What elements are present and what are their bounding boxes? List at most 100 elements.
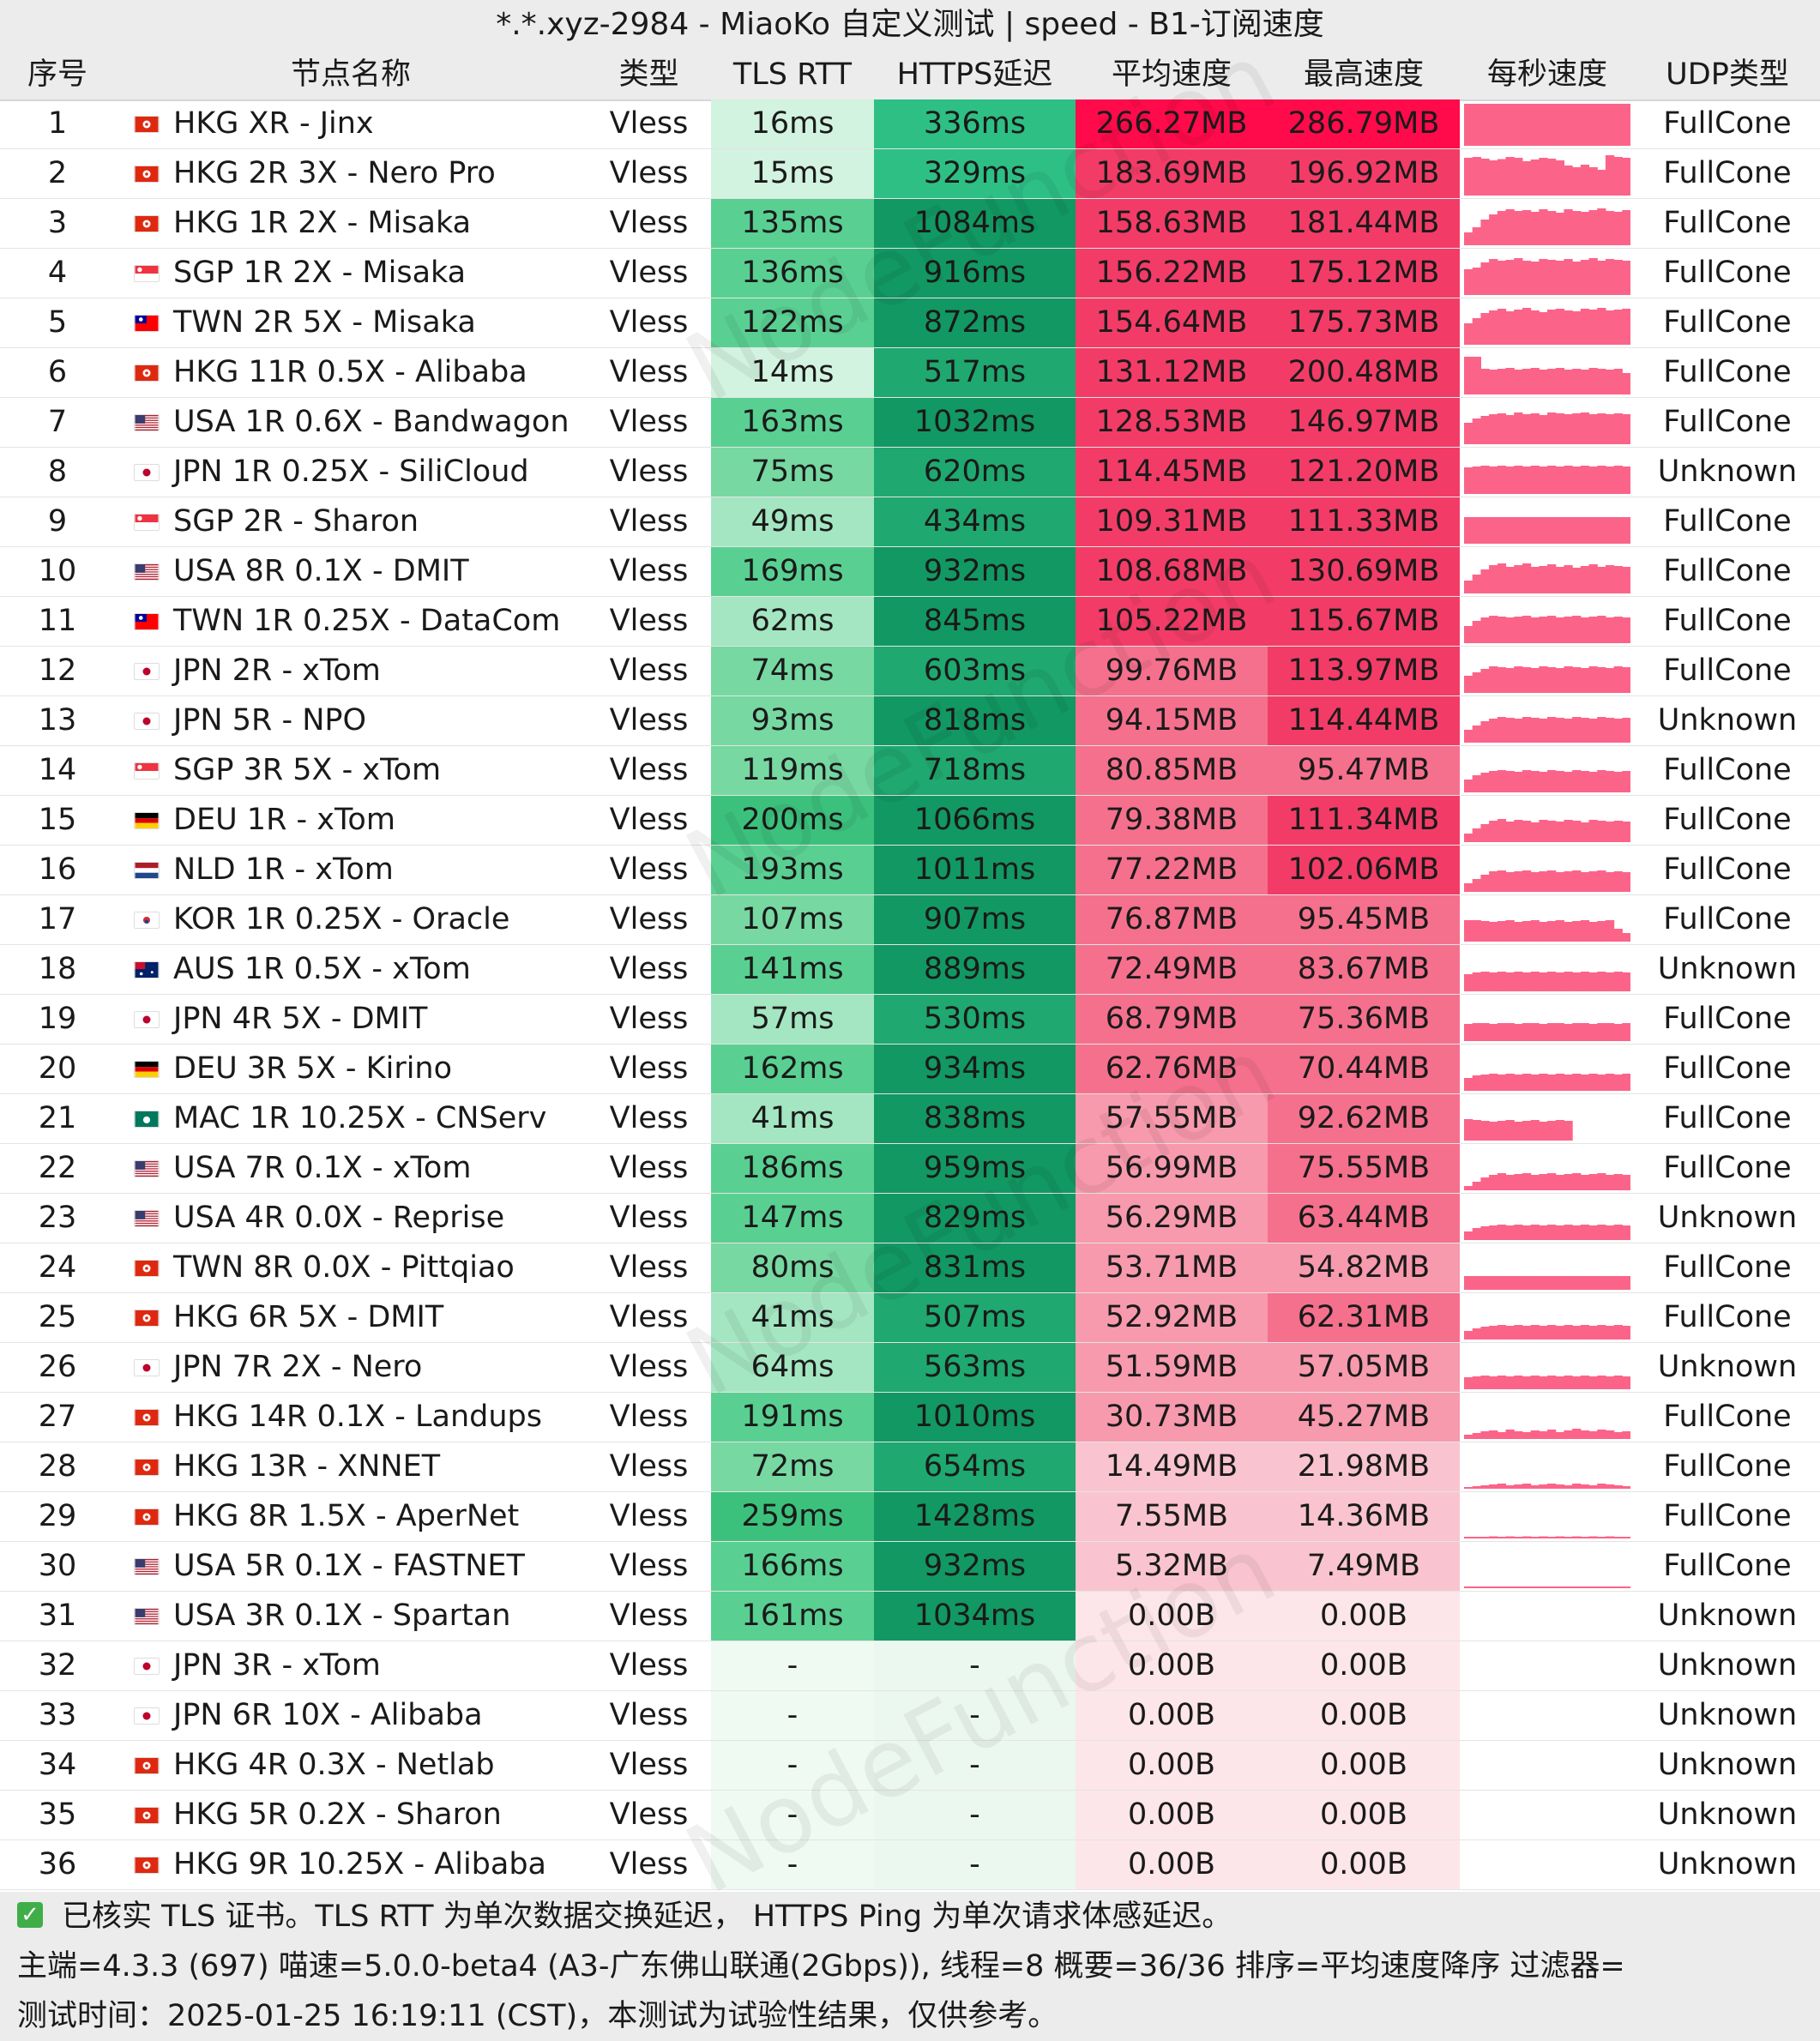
https-latency-cell: 932ms <box>874 1542 1076 1591</box>
speed-sparkline <box>1464 517 1630 544</box>
max-speed-cell: 75.36MB <box>1268 995 1460 1044</box>
sparkline-bar <box>1622 309 1630 345</box>
sparkline-bar <box>1622 822 1630 842</box>
speed-sparkline <box>1464 357 1630 394</box>
https-latency-cell: - <box>874 1741 1076 1790</box>
table-row: 10 USA 8R 0.1X - DMIT Vless 169ms 932ms 108.6… <box>0 547 1820 597</box>
footer-tls-text: 已核实 TLS 证书。TLS RTT 为单次数据交换延迟， HTTPS Ping… <box>62 1900 1232 1934</box>
sparkline-bar <box>1497 1484 1507 1489</box>
sparkline-bar <box>1605 1376 1615 1389</box>
table-row: 2 HKG 2R 3X - Nero Pro Vless 15ms 329ms 183.6… <box>0 149 1820 199</box>
sparkline-bar <box>1505 1485 1515 1489</box>
max-speed-cell: 114.44MB <box>1268 696 1460 745</box>
type-cell: Vless <box>609 1648 689 1683</box>
sparkline-bar <box>1613 212 1623 245</box>
https-latency-cell: 818ms <box>874 696 1076 745</box>
sparkline-bar <box>1564 1325 1573 1340</box>
sparkline-bar <box>1497 517 1507 544</box>
node-name-cell: HKG 5R 0.2X - Sharon <box>0 1791 587 1839</box>
per-second-speed-cell <box>1460 995 1635 1044</box>
table-row: 26 JPN 7R 2X - Nero Vless 64ms 563ms 51.59MB 5… <box>0 1343 1820 1393</box>
sparkline-bar <box>1613 1174 1623 1190</box>
sparkline-bar <box>1480 972 1490 991</box>
speed-sparkline <box>1464 1325 1630 1340</box>
tls-rtt-cell: 93ms <box>711 696 874 745</box>
sparkline-bar <box>1605 872 1615 892</box>
node-name-text: JPN 5R - NPO <box>173 703 367 738</box>
sparkline-bar <box>1472 357 1481 394</box>
node-name-text: HKG 13R - XNNET <box>173 1449 441 1484</box>
flag-hk-icon <box>134 1459 160 1476</box>
row-index-cell: 17 <box>38 902 77 936</box>
table-row: 23 USA 4R 0.0X - Reprise Vless 147ms 829ms 56… <box>0 1194 1820 1243</box>
sparkline-bar <box>1597 717 1606 743</box>
https-latency-cell: 563ms <box>874 1343 1076 1392</box>
sparkline-bar <box>1605 1430 1615 1439</box>
udp-type-cell: FullCone <box>1663 355 1792 389</box>
sparkline-bar <box>1489 1225 1498 1240</box>
sparkline-bar <box>1564 617 1573 643</box>
node-name-cell: HKG 1R 2X - Misaka <box>0 199 587 248</box>
sparkline-bar <box>1505 1326 1515 1340</box>
sparkline-bar <box>1613 666 1623 693</box>
flag-jp-icon <box>134 1011 160 1028</box>
sparkline-bar <box>1580 668 1590 693</box>
sparkline-bar <box>1613 517 1623 544</box>
sparkline-bar <box>1489 871 1498 892</box>
sparkline-bar <box>1605 1586 1615 1588</box>
avg-speed-cell: 52.92MB <box>1076 1293 1268 1342</box>
table-row: 1 HKG XR - Jinx Vless 16ms 336ms 266.27MB 286.… <box>0 99 1820 149</box>
per-second-speed-cell <box>1460 1194 1635 1243</box>
tls-rtt-cell: 162ms <box>711 1045 874 1093</box>
sparkline-bar <box>1480 1177 1490 1190</box>
speed-sparkline <box>1464 1484 1630 1489</box>
sparkline-bar <box>1555 213 1564 245</box>
https-latency-cell: 916ms <box>874 249 1076 298</box>
table-row: 17 KOR 1R 0.25X - Oracle Vless 107ms 907ms 76… <box>0 895 1820 945</box>
sparkline-bar <box>1539 1024 1548 1041</box>
node-name-text: AUS 1R 0.5X - xTom <box>173 952 471 986</box>
sparkline-bar <box>1613 972 1623 991</box>
sparkline-bar <box>1472 467 1481 494</box>
sparkline-bar <box>1489 719 1498 743</box>
speed-sparkline <box>1464 1586 1630 1588</box>
sparkline-bar <box>1605 668 1615 693</box>
sparkline-bar <box>1547 972 1557 991</box>
sparkline-bar <box>1489 616 1498 643</box>
per-second-speed-cell <box>1460 796 1635 845</box>
node-name-text: NLD 1R - xTom <box>173 852 394 887</box>
sparkline-bar <box>1539 370 1548 394</box>
max-speed-cell: 45.27MB <box>1268 1393 1460 1442</box>
sparkline-bar <box>1514 922 1523 942</box>
sparkline-bar <box>1622 210 1630 245</box>
sparkline-bar <box>1597 208 1606 245</box>
per-second-speed-cell <box>1460 1840 1635 1889</box>
row-index-cell: 1 <box>47 106 68 141</box>
sparkline-bar <box>1497 413 1507 444</box>
avg-speed-cell: 108.68MB <box>1076 547 1268 596</box>
sparkline-bar <box>1572 1484 1582 1489</box>
sparkline-bar <box>1597 1586 1606 1588</box>
sparkline-bar <box>1505 1430 1515 1439</box>
sparkline-bar <box>1597 921 1606 942</box>
https-latency-cell: 889ms <box>874 945 1076 994</box>
sparkline-bar <box>1597 1376 1606 1389</box>
sparkline-bar <box>1505 617 1515 643</box>
table-row: 13 JPN 5R - NPO Vless 93ms 818ms 94.15MB 114.4… <box>0 696 1820 746</box>
sparkline-bar <box>1522 104 1532 146</box>
sparkline-bar <box>1555 261 1564 295</box>
sparkline-bar <box>1522 1173 1532 1190</box>
https-latency-cell: 845ms <box>874 597 1076 646</box>
sparkline-bar <box>1613 871 1623 892</box>
avg-speed-cell: 158.63MB <box>1076 199 1268 248</box>
sparkline-bar <box>1505 157 1515 196</box>
sparkline-bar <box>1580 1175 1590 1190</box>
max-speed-cell: 0.00B <box>1268 1791 1460 1839</box>
sparkline-bar <box>1555 1225 1564 1240</box>
sparkline-bar <box>1564 772 1573 792</box>
row-index-cell: 23 <box>38 1201 77 1235</box>
sparkline-bar <box>1605 771 1615 792</box>
node-name-cell: HKG 9R 10.25X - Alibaba <box>0 1840 587 1889</box>
sparkline-bar <box>1530 972 1540 991</box>
per-second-speed-cell <box>1460 1094 1635 1143</box>
